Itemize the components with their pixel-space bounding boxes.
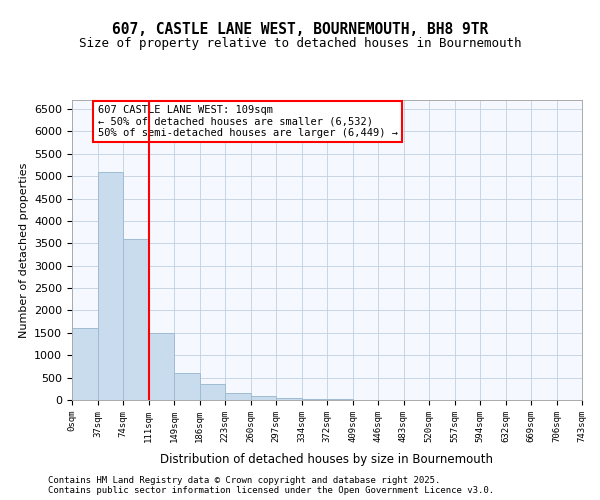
Bar bbox=[251, 396, 276, 400]
Text: Contains HM Land Registry data © Crown copyright and database right 2025.
Contai: Contains HM Land Registry data © Crown c… bbox=[48, 476, 494, 495]
Y-axis label: Number of detached properties: Number of detached properties bbox=[19, 162, 29, 338]
Bar bbox=[199, 384, 225, 400]
Bar bbox=[149, 333, 174, 400]
Bar bbox=[97, 172, 123, 400]
Bar bbox=[302, 399, 327, 400]
Bar bbox=[123, 239, 149, 400]
Bar bbox=[72, 328, 97, 400]
Text: 607, CASTLE LANE WEST, BOURNEMOUTH, BH8 9TR: 607, CASTLE LANE WEST, BOURNEMOUTH, BH8 … bbox=[112, 22, 488, 38]
X-axis label: Distribution of detached houses by size in Bournemouth: Distribution of detached houses by size … bbox=[161, 453, 493, 466]
Bar bbox=[276, 398, 302, 400]
Bar bbox=[225, 394, 251, 400]
Text: Size of property relative to detached houses in Bournemouth: Size of property relative to detached ho… bbox=[79, 38, 521, 51]
Text: 607 CASTLE LANE WEST: 109sqm
← 50% of detached houses are smaller (6,532)
50% of: 607 CASTLE LANE WEST: 109sqm ← 50% of de… bbox=[97, 105, 398, 138]
Bar bbox=[174, 373, 199, 400]
